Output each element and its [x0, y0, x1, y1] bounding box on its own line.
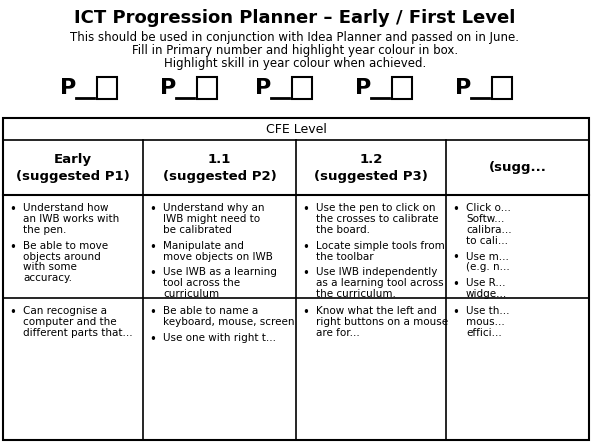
Text: are for...: are for... — [316, 328, 360, 338]
Text: (sugg...: (sugg... — [489, 161, 547, 174]
Text: •: • — [453, 306, 459, 319]
Bar — [197, 77, 217, 99]
Text: •: • — [453, 278, 459, 291]
Text: right buttons on a mouse: right buttons on a mouse — [316, 317, 448, 327]
Text: calibra...: calibra... — [466, 225, 512, 235]
Text: curriculum: curriculum — [163, 289, 219, 299]
Text: Use IWB independently: Use IWB independently — [316, 268, 437, 277]
Text: objects around: objects around — [23, 252, 100, 261]
Text: effici...: effici... — [466, 328, 502, 338]
Text: •: • — [303, 241, 310, 254]
Text: mous...: mous... — [466, 317, 505, 327]
Text: widge...: widge... — [466, 289, 507, 299]
Bar — [97, 77, 117, 99]
Text: ICT Progression Planner – Early / First Level: ICT Progression Planner – Early / First … — [74, 9, 516, 27]
Text: •: • — [150, 268, 157, 280]
Text: Use m...: Use m... — [466, 252, 509, 261]
Text: This should be used in conjunction with Idea Planner and passed on in June.: This should be used in conjunction with … — [70, 31, 519, 43]
Text: Manipulate and: Manipulate and — [163, 241, 244, 251]
Text: as a learning tool across: as a learning tool across — [316, 278, 444, 288]
Text: Be able to move: Be able to move — [23, 241, 108, 251]
Text: •: • — [150, 333, 157, 346]
Text: to cali...: to cali... — [466, 236, 508, 245]
Text: 1.2
(suggested P3): 1.2 (suggested P3) — [314, 152, 428, 183]
Text: •: • — [9, 203, 17, 216]
Text: Use R...: Use R... — [466, 278, 505, 288]
Text: •: • — [9, 241, 17, 254]
Text: an IWB works with: an IWB works with — [23, 214, 119, 224]
Text: Understand how: Understand how — [23, 203, 109, 213]
Text: •: • — [150, 241, 157, 254]
Text: Highlight skill in year colour when achieved.: Highlight skill in year colour when achi… — [164, 57, 426, 70]
Bar — [3, 118, 589, 440]
Text: Use th...: Use th... — [466, 306, 509, 316]
Text: Use IWB as a learning: Use IWB as a learning — [163, 268, 277, 277]
Text: Click o...: Click o... — [466, 203, 511, 213]
Bar — [392, 77, 412, 99]
Text: move objects on IWB: move objects on IWB — [163, 252, 273, 261]
Text: Be able to name a: Be able to name a — [163, 306, 258, 316]
Text: •: • — [9, 306, 17, 319]
Bar — [292, 77, 312, 99]
Text: P: P — [355, 78, 371, 98]
Text: the pen.: the pen. — [23, 225, 66, 235]
Text: Locate simple tools from: Locate simple tools from — [316, 241, 445, 251]
Text: P: P — [255, 78, 271, 98]
Text: •: • — [150, 306, 157, 319]
Text: be calibrated: be calibrated — [163, 225, 232, 235]
Text: keyboard, mouse, screen: keyboard, mouse, screen — [163, 317, 294, 327]
Text: tool across the: tool across the — [163, 278, 240, 288]
Text: Use one with right t...: Use one with right t... — [163, 333, 276, 343]
Text: different parts that...: different parts that... — [23, 328, 132, 338]
Text: Know what the left and: Know what the left and — [316, 306, 437, 316]
Text: •: • — [303, 306, 310, 319]
Text: •: • — [150, 203, 157, 216]
Text: Use the pen to click on: Use the pen to click on — [316, 203, 436, 213]
Text: P: P — [455, 78, 471, 98]
Text: Understand why an: Understand why an — [163, 203, 265, 213]
Text: the crosses to calibrate: the crosses to calibrate — [316, 214, 439, 224]
Text: the curriculum.: the curriculum. — [316, 289, 396, 299]
Text: •: • — [303, 268, 310, 280]
Text: •: • — [453, 252, 459, 264]
Text: Softw...: Softw... — [466, 214, 504, 224]
Text: computer and the: computer and the — [23, 317, 116, 327]
Text: •: • — [303, 203, 310, 216]
Text: Can recognise a: Can recognise a — [23, 306, 107, 316]
Text: P: P — [60, 78, 76, 98]
Text: the board.: the board. — [316, 225, 370, 235]
Text: Fill in Primary number and highlight year colour in box.: Fill in Primary number and highlight yea… — [132, 43, 458, 57]
Bar — [492, 77, 512, 99]
Text: (e.g. n...: (e.g. n... — [466, 262, 510, 272]
Text: accuracy.: accuracy. — [23, 273, 72, 283]
Text: 1.1
(suggested P2): 1.1 (suggested P2) — [163, 152, 277, 183]
Text: IWB might need to: IWB might need to — [163, 214, 260, 224]
Text: the toolbar: the toolbar — [316, 252, 374, 261]
Text: Early
(suggested P1): Early (suggested P1) — [16, 152, 130, 183]
Text: •: • — [453, 203, 459, 216]
Text: CFE Level: CFE Level — [265, 123, 326, 136]
Text: with some: with some — [23, 262, 77, 272]
Text: P: P — [160, 78, 176, 98]
